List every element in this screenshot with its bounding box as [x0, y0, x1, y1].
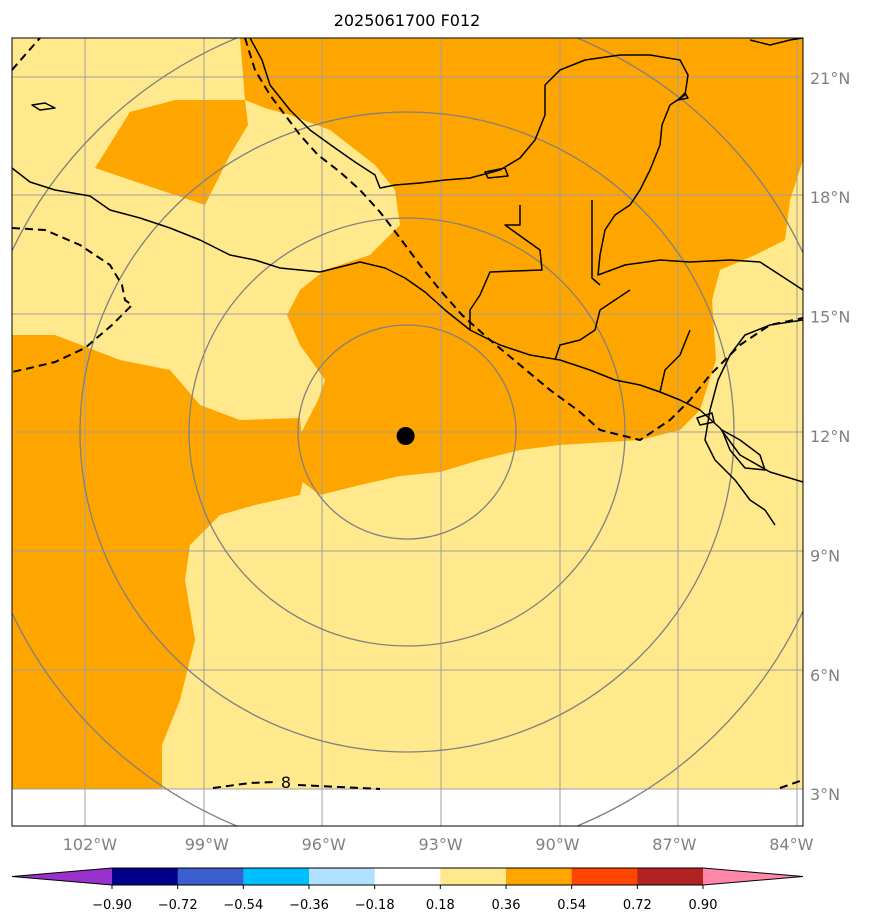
range-rings	[12, 38, 803, 826]
colorbar-tick-label: 0.54	[557, 898, 586, 913]
colorbar-extend-low	[12, 868, 112, 885]
island-1	[31, 102, 56, 111]
lon-tick-label: 87°W	[652, 835, 696, 854]
contour-nw	[12, 38, 41, 71]
lat-tick-label: 21°N	[810, 69, 850, 88]
map-frame	[11, 37, 804, 827]
map-title: 2025061700 F012	[334, 11, 481, 30]
border-mexico-guatemala	[469, 205, 543, 330]
latitude-labels: 21°N 18°N 15°N 12°N 9°N 6°N 3°N	[810, 69, 850, 804]
range-ring-3	[79, 111, 735, 753]
colorbar-segment	[506, 868, 573, 885]
coastline-caribbean	[704, 319, 803, 526]
colorbar-tick-label: −0.36	[289, 898, 329, 913]
lon-tick-label: 84°W	[769, 835, 813, 854]
colorbar-segment	[112, 868, 179, 885]
lon-tick-label: 99°W	[185, 835, 229, 854]
lon-tick-label: 96°W	[302, 835, 346, 854]
lon-tick-label: 93°W	[419, 835, 463, 854]
colorbar	[11, 867, 804, 886]
colorbar-segment	[243, 868, 310, 885]
longitude-labels: 102°W 99°W 96°W 93°W 90°W 87°W 84°W	[63, 835, 814, 854]
island-cozumel	[484, 167, 509, 179]
gulf-fonseca-island	[696, 412, 715, 426]
island-2	[677, 92, 689, 101]
dashed-contours	[12, 38, 803, 790]
colorbar-tick-label: 0.72	[623, 898, 652, 913]
border-honduras-nicaragua	[659, 329, 691, 393]
colorbar-extend-high	[703, 868, 803, 885]
lat-tick-label: 18°N	[810, 188, 850, 207]
border-honduras	[599, 289, 631, 311]
colorbar-segment	[374, 868, 441, 885]
lon-tick-label: 102°W	[63, 835, 118, 854]
contour-west	[12, 227, 134, 373]
colorbar-tick-label: −0.90	[92, 898, 132, 913]
contour-south	[212, 781, 381, 790]
colorbar-segment	[637, 868, 704, 885]
colorbar-tick-label: −0.18	[355, 898, 395, 913]
colorbar-segment	[440, 868, 507, 885]
map-panel: 8	[12, 38, 803, 826]
lake-nicaragua	[721, 429, 766, 471]
lat-tick-label: 6°N	[810, 666, 840, 685]
coastlines	[12, 38, 803, 526]
lat-tick-label: 9°N	[810, 546, 840, 565]
colorbar-labels: −0.90 −0.72 −0.54 −0.36 −0.18 0.18 0.36 0.54 0.7…	[92, 885, 717, 913]
colorbar-tick-label: 0.18	[426, 898, 455, 913]
lon-tick-label: 90°W	[535, 835, 579, 854]
border-belize	[591, 200, 601, 286]
coastline-gulf	[249, 38, 803, 291]
coastline-cuba	[749, 38, 803, 46]
contour-se	[779, 779, 803, 789]
colorbar-tick-label: 0.36	[492, 898, 521, 913]
contour-main	[244, 38, 803, 442]
contour-label: 8	[281, 773, 291, 792]
border-guatemala-honduras	[554, 309, 601, 361]
colorbar-tick-label: −0.72	[158, 898, 198, 913]
no-data-strip	[12, 789, 803, 826]
colorbar-segment	[309, 868, 376, 885]
orange-region-mexico	[95, 100, 248, 205]
coastline-pacific	[12, 167, 803, 483]
colorbar-segment	[177, 868, 244, 885]
lat-tick-label: 12°N	[810, 427, 850, 446]
range-ring-2	[188, 217, 626, 647]
range-ring-1	[297, 324, 517, 540]
lat-tick-label: 3°N	[810, 785, 840, 804]
colorbar-segment	[571, 868, 638, 885]
colorbar-tick-label: −0.54	[223, 898, 263, 913]
storm-center-marker	[396, 427, 415, 445]
lat-tick-label: 15°N	[810, 308, 850, 327]
colorbar-tick-label: 0.90	[689, 898, 718, 913]
